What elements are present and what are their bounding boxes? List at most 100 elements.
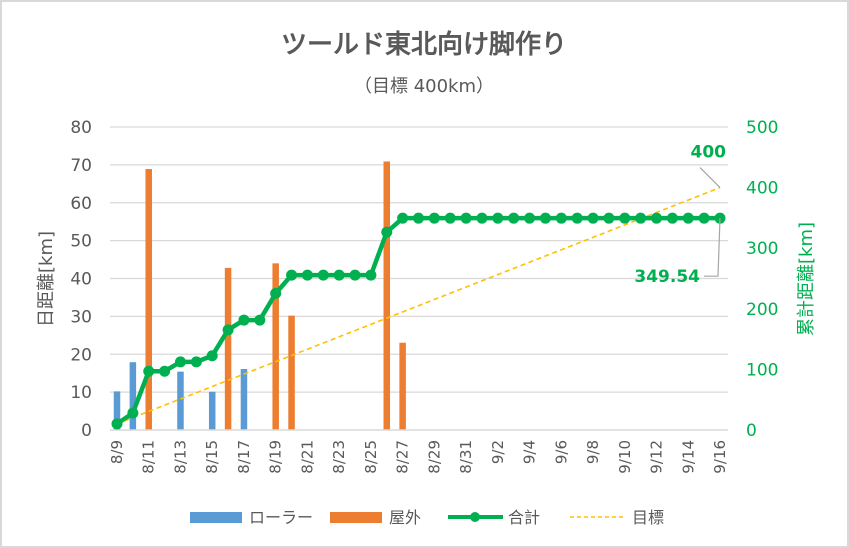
x-tick-label: 8/25 [362, 440, 380, 474]
left-axis-label: 日距離[km] [36, 231, 57, 327]
left-tick-label: 0 [81, 421, 92, 441]
total-marker [587, 212, 599, 224]
x-tick-label: 8/17 [235, 440, 253, 474]
total-marker [286, 269, 298, 281]
left-axis-ticks: 0 10 20 30 40 50 60 70 80 [70, 118, 92, 441]
x-tick-label: 9/8 [584, 440, 602, 464]
x-tick-label: 8/19 [267, 440, 285, 474]
total-marker [111, 418, 123, 430]
total-marker [698, 212, 710, 224]
total-marker [651, 212, 663, 224]
chart-subtitle: （目標 400km） [354, 76, 494, 97]
right-tick-label: 100 [746, 360, 778, 380]
total-marker [254, 314, 266, 326]
bar-roller [240, 369, 248, 430]
right-tick-label: 300 [746, 239, 778, 259]
x-tick-label: 9/12 [648, 440, 666, 474]
total-marker [238, 314, 250, 326]
right-axis-label: 累計距離[km] [796, 222, 817, 336]
total-marker [524, 212, 536, 224]
total-marker [301, 269, 313, 281]
bar-roller [113, 391, 121, 430]
total-marker [555, 212, 567, 224]
right-tick-label: 200 [746, 300, 778, 320]
x-tick-label: 8/21 [298, 440, 316, 474]
legend-label-goal: 目標 [632, 508, 664, 527]
x-tick-label: 8/15 [203, 440, 221, 474]
x-tick-label: 8/9 [108, 440, 126, 464]
goal-series [116, 186, 721, 425]
total-marker [603, 212, 615, 224]
total-marker [333, 269, 345, 281]
bar-roller [208, 391, 216, 430]
total-series [111, 212, 726, 430]
legend-label-total: 合計 [508, 508, 540, 527]
right-tick-label: 400 [746, 179, 778, 199]
right-tick-label: 0 [746, 421, 757, 441]
total-marker [428, 212, 440, 224]
right-axis-ticks: 0 100 200 300 400 500 [746, 118, 778, 441]
legend-swatch-outdoor [330, 512, 382, 523]
leader-line-400 [699, 167, 721, 189]
left-tick-label: 60 [70, 194, 92, 214]
data-label-total: 349.54 [634, 267, 700, 287]
left-tick-label: 80 [70, 118, 92, 138]
total-marker [539, 212, 551, 224]
bar-outdoor [399, 342, 406, 430]
data-labels: 400 349.54 [634, 143, 726, 288]
left-tick-label: 40 [70, 270, 92, 290]
x-tick-label: 9/6 [552, 440, 570, 464]
total-marker [381, 226, 393, 238]
x-tick-label: 9/16 [711, 440, 729, 474]
data-label-goal: 400 [691, 143, 727, 163]
bar-outdoor [383, 161, 391, 430]
total-marker [397, 212, 409, 224]
x-tick-label: 9/2 [489, 440, 507, 464]
total-marker [619, 212, 631, 224]
leader-line-349 [704, 218, 721, 277]
total-marker [635, 212, 647, 224]
legend-swatch-roller [190, 512, 242, 523]
x-tick-label: 8/31 [457, 440, 475, 474]
bar-roller [177, 371, 184, 430]
bar-roller [129, 362, 137, 430]
total-marker [413, 212, 424, 224]
total-marker [222, 324, 234, 336]
gridlines [110, 126, 728, 393]
x-tick-label: 8/13 [171, 440, 189, 474]
total-marker [206, 350, 218, 362]
x-tick-label: 9/4 [521, 440, 539, 464]
bar-outdoor [224, 267, 232, 430]
total-marker [508, 212, 520, 224]
total-marker [190, 356, 202, 368]
bar-series [113, 161, 406, 430]
total-marker [682, 212, 694, 224]
left-tick-label: 50 [70, 232, 92, 252]
x-tick-label: 8/27 [394, 440, 412, 474]
total-marker [492, 212, 504, 224]
total-marker [571, 212, 583, 224]
legend-label-outdoor: 屋外 [389, 508, 421, 527]
total-marker [127, 407, 139, 419]
total-marker [476, 212, 488, 224]
total-marker [143, 365, 155, 377]
bar-outdoor [145, 169, 152, 430]
left-tick-label: 70 [70, 156, 92, 176]
total-marker [159, 365, 171, 377]
goal-line [116, 186, 721, 425]
x-tick-label: 8/29 [425, 440, 443, 474]
x-axis-ticks: 8/9 8/11 8/13 8/15 8/17 8/19 8/21 8/23 8/25 8/27 8… [108, 440, 729, 474]
total-marker [317, 269, 329, 281]
legend-swatch-total-marker [470, 512, 480, 522]
total-marker [349, 269, 361, 281]
chart-title: ツールド東北向け脚作り [281, 29, 567, 60]
bar-outdoor [272, 263, 279, 430]
x-tick-label: 8/23 [330, 440, 348, 474]
left-tick-label: 20 [70, 345, 92, 365]
total-marker [365, 269, 377, 281]
total-marker [444, 212, 456, 224]
legend: ローラー 屋外 合計 目標 [190, 508, 664, 527]
legend-label-roller: ローラー [249, 508, 313, 527]
